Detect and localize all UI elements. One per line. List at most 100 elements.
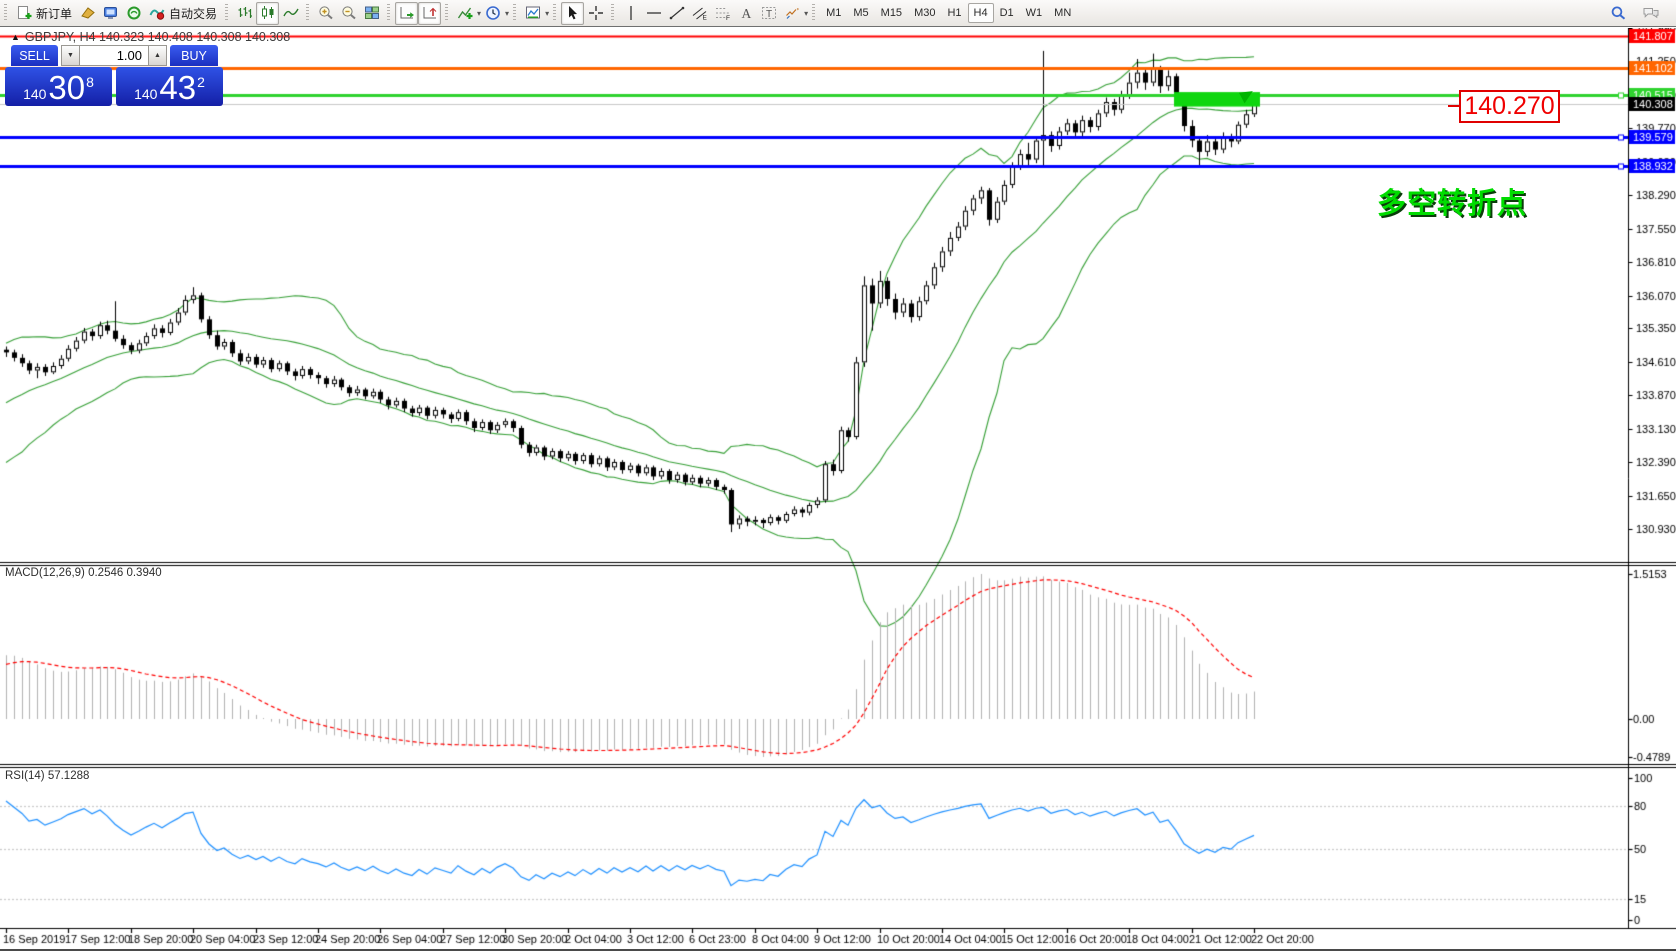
svg-text:T: T: [766, 9, 772, 20]
sell-price-big-figure: 140: [23, 86, 47, 102]
line-chart-icon: [282, 8, 299, 17]
new-order-icon: [17, 6, 31, 19]
chat-button[interactable]: [1639, 2, 1662, 25]
line-chart-button[interactable]: [279, 2, 302, 25]
bar-chart-button[interactable]: [233, 2, 256, 25]
periods-button[interactable]: [481, 2, 504, 25]
buy-price-display[interactable]: 140 43 2: [116, 67, 223, 106]
buy-price-pips: 43: [159, 69, 197, 106]
horizontal-line-button[interactable]: [642, 2, 665, 25]
templates-dropdown-caret[interactable]: ▾: [545, 8, 550, 18]
text-label-icon: T: [761, 7, 776, 20]
timeframe-button-h1[interactable]: H1: [947, 7, 962, 19]
svg-text:F: F: [726, 15, 730, 21]
horizontal-line-icon: [646, 12, 661, 14]
timeframe-button-w1[interactable]: W1: [1025, 7, 1043, 19]
one-click-trade-panel: SELL ▼ ▲ BUY 140 30 8 140 43 2: [5, 45, 223, 106]
text-button[interactable]: A: [734, 2, 757, 25]
buy-price-big-figure: 140: [134, 86, 158, 102]
vertical-line-icon: [629, 6, 632, 20]
macd-pane-splitter[interactable]: [0, 561, 1676, 566]
chart-shift-icon: [423, 7, 436, 19]
cursor-button[interactable]: [561, 1, 585, 25]
toolbar-grip: [553, 4, 557, 22]
volume-input[interactable]: [80, 45, 148, 66]
chart-text-annotation[interactable]: 多空转折点: [1377, 188, 1528, 220]
timeframe-button-h4[interactable]: H4: [967, 3, 994, 23]
crosshair-icon: [588, 6, 603, 20]
indicators-button[interactable]: [453, 2, 476, 25]
toolbar-grip: [445, 4, 449, 22]
timeframe-button-m30[interactable]: M30: [914, 7, 936, 19]
sell-price-pips: 30: [48, 69, 86, 106]
vertical-line-button[interactable]: [619, 2, 642, 25]
bar-chart-icon: [238, 7, 252, 18]
auto-trading-icon: [149, 9, 164, 20]
trendline-button[interactable]: [665, 2, 688, 25]
timeframe-button-mn[interactable]: MN: [1054, 7, 1072, 19]
fibonacci-icon: F: [715, 8, 730, 21]
price-callout-text: 140.270: [1464, 92, 1555, 120]
equidistant-channel-icon: E: [692, 7, 707, 22]
rsi-indicator-label: RSI(14) 57.1288: [5, 770, 90, 782]
price-callout-140270[interactable]: 140.270: [1448, 90, 1560, 123]
trendline-icon: [669, 6, 684, 20]
toolbar-right-icons: [1606, 2, 1676, 25]
fibonacci-button[interactable]: F: [711, 2, 734, 25]
text-icon: A: [741, 6, 751, 21]
buy-button[interactable]: BUY: [170, 45, 218, 66]
sell-price-display[interactable]: 140 30 8: [5, 67, 112, 106]
timeframe-button-d1[interactable]: D1: [999, 7, 1014, 19]
text-label-button[interactable]: T: [757, 2, 780, 25]
macd-indicator-label: MACD(12,26,9) 0.2546 0.3940: [5, 567, 162, 579]
zoom-in-button[interactable]: [314, 2, 337, 25]
new-order-button[interactable]: [12, 2, 35, 25]
periods-icon: [485, 6, 500, 20]
terminal-button[interactable]: [99, 2, 122, 25]
zoom-out-icon: [341, 6, 356, 20]
new-order-label: 新订单: [36, 6, 73, 21]
strategy-tester-button[interactable]: [122, 2, 145, 25]
templates-icon: [525, 6, 540, 19]
auto-scroll-button[interactable]: [395, 1, 419, 25]
tile-windows-button[interactable]: [360, 2, 383, 25]
timeframe-button-m15[interactable]: M15: [880, 7, 903, 19]
svg-text:A: A: [741, 6, 751, 21]
panel-collapse-icon[interactable]: ▲: [11, 32, 20, 42]
zoom-out-button[interactable]: [337, 2, 360, 25]
tile-windows-icon: [364, 6, 379, 19]
indicators-dropdown-caret[interactable]: ▾: [477, 8, 482, 18]
arrows-button[interactable]: [780, 2, 803, 25]
equidistant-channel-button[interactable]: E: [688, 2, 711, 25]
timeframe-button-m5[interactable]: M5: [853, 7, 869, 19]
auto-trading-button[interactable]: [145, 2, 168, 25]
timeframe-button-m1[interactable]: M1: [826, 7, 842, 19]
periods-dropdown-caret[interactable]: ▾: [505, 8, 510, 18]
arrows-icon: [785, 8, 799, 19]
volume-decrease-button[interactable]: ▼: [61, 45, 80, 66]
toolbar-grip: [611, 4, 615, 22]
buy-price-fraction: 2: [197, 74, 205, 90]
auto-trading-label: 自动交易: [169, 6, 218, 21]
sell-price-fraction: 8: [86, 74, 94, 90]
toolbar-grip: [387, 4, 391, 22]
main-toolbar: 新订单 自动交易 ▾ ▾ ▾ E F A T ▾ M1 M5 M15 M30 H1 H4 D1 W1 MN: [0, 0, 1676, 27]
toolbar-grip: [225, 4, 229, 22]
volume-increase-button[interactable]: ▲: [148, 45, 167, 66]
sell-button[interactable]: SELL: [11, 45, 58, 66]
chart-window-button[interactable]: [76, 2, 99, 25]
chat-icon: [1643, 8, 1658, 19]
search-icon: [1611, 6, 1625, 20]
svg-text:E: E: [702, 15, 707, 22]
cursor-icon: [568, 6, 577, 20]
crosshair-button[interactable]: [584, 2, 607, 25]
strategy-tester-icon: [127, 6, 141, 20]
templates-button[interactable]: [521, 2, 544, 25]
search-button[interactable]: [1606, 2, 1629, 25]
price-chart-canvas[interactable]: [0, 28, 1676, 949]
candlestick-chart-button[interactable]: [256, 1, 280, 25]
chart-shift-button[interactable]: [418, 1, 442, 25]
rsi-pane-splitter[interactable]: [0, 763, 1676, 768]
arrows-dropdown-caret[interactable]: ▾: [804, 8, 809, 18]
